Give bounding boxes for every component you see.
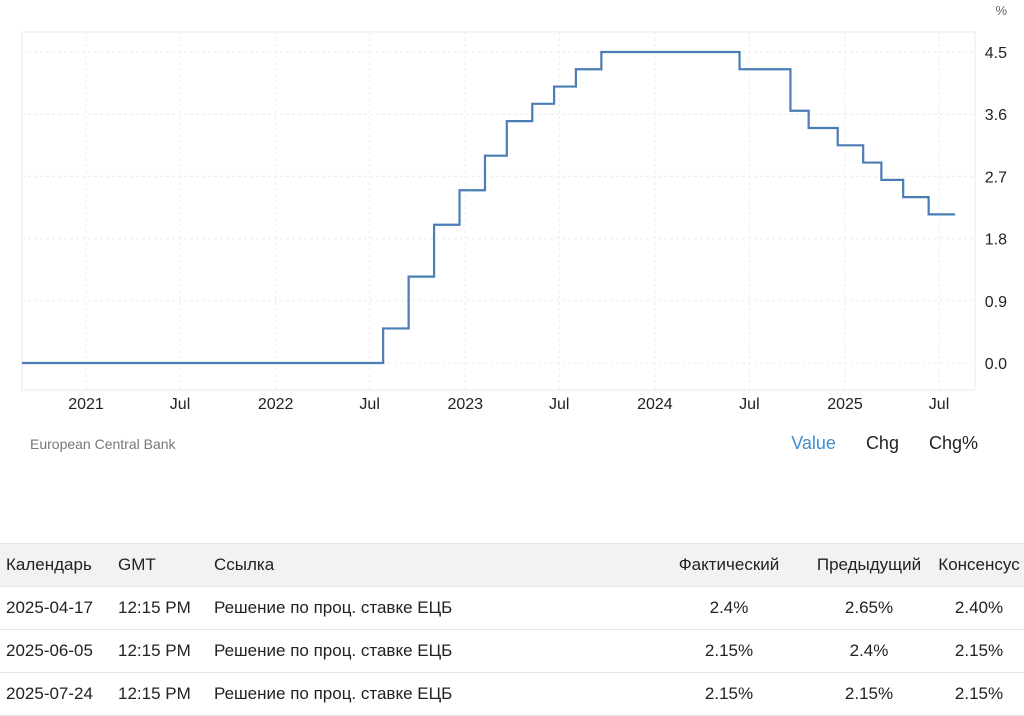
cell-consensus: 2.15%: [934, 672, 1024, 716]
table-header-row: Календарь GMT Ссылка Фактический Предыду…: [0, 543, 1024, 587]
col-actual: Фактический: [654, 543, 804, 587]
y-tick-label: 4.5: [985, 45, 1007, 62]
y-tick-label: 3.6: [985, 107, 1007, 124]
x-tick-label: Jul: [929, 396, 949, 413]
calendar-table: Календарь GMT Ссылка Фактический Предыду…: [0, 543, 1024, 716]
chart-source: European Central Bank: [30, 436, 176, 452]
x-tick-label: 2021: [68, 396, 104, 413]
y-tick-label: 0.0: [985, 356, 1007, 373]
y-tick-label: 2.7: [985, 169, 1007, 186]
x-tick-label: Jul: [549, 396, 569, 413]
plot-frame: [21, 31, 976, 391]
x-tick-label: 2024: [637, 396, 673, 413]
cell-time: 12:15 PM: [112, 629, 208, 673]
col-link: Ссылка: [208, 543, 654, 587]
cell-time: 12:15 PM: [112, 586, 208, 630]
table-row: 2025-06-05 12:15 PM Решение по проц. ста…: [0, 629, 1024, 673]
y-unit-label: %: [995, 3, 1007, 18]
view-value-button[interactable]: Value: [791, 433, 836, 453]
cell-actual: 2.15%: [654, 629, 804, 673]
cell-previous: 2.4%: [804, 629, 934, 673]
cell-consensus: 2.15%: [934, 629, 1024, 673]
x-tick-label: 2023: [447, 396, 483, 413]
col-previous: Предыдущий: [804, 543, 934, 587]
x-tick-label: 2025: [827, 396, 863, 413]
view-chg-button[interactable]: Chg: [865, 433, 899, 453]
view-toggle: Value Chg Chg%: [791, 433, 978, 454]
table-row: 2025-07-24 12:15 PM Решение по проц. ста…: [0, 672, 1024, 716]
cell-date: 2025-06-05: [0, 629, 112, 673]
x-tick-label: Jul: [359, 396, 379, 413]
col-consensus: Консенсус: [934, 543, 1024, 587]
cell-time: 12:15 PM: [112, 672, 208, 716]
cell-consensus: 2.40%: [934, 586, 1024, 630]
cell-date: 2025-07-24: [0, 672, 112, 716]
view-chgpct-button[interactable]: Chg%: [928, 433, 978, 453]
series-line: [22, 50, 956, 365]
x-tick-label: 2022: [258, 396, 294, 413]
cell-date: 2025-04-17: [0, 586, 112, 630]
cell-event-link[interactable]: Решение по проц. ставке ЕЦБ: [208, 629, 654, 673]
cell-previous: 2.65%: [804, 586, 934, 630]
table-row: 2025-04-17 12:15 PM Решение по проц. ста…: [0, 586, 1024, 630]
y-tick-label: 0.9: [985, 294, 1007, 311]
col-calendar: Календарь: [0, 543, 112, 587]
rate-chart: 4.5 3.6 2.7 1.8 0.9 0.0% 2021 Jul 2022 Jul 2023 Jul…: [21, 3, 1007, 413]
cell-event-link[interactable]: Решение по проц. ставке ЕЦБ: [208, 586, 654, 630]
calendar-table-wrap: Календарь GMT Ссылка Фактический Предыду…: [0, 543, 1024, 716]
y-tick-label: 1.8: [985, 232, 1007, 249]
cell-actual: 2.15%: [654, 672, 804, 716]
cell-actual: 2.4%: [654, 586, 804, 630]
x-tick-label: Jul: [739, 396, 759, 413]
cell-event-link[interactable]: Решение по проц. ставке ЕЦБ: [208, 672, 654, 716]
cell-previous: 2.15%: [804, 672, 934, 716]
col-gmt: GMT: [112, 543, 208, 587]
x-tick-label: Jul: [170, 396, 190, 413]
